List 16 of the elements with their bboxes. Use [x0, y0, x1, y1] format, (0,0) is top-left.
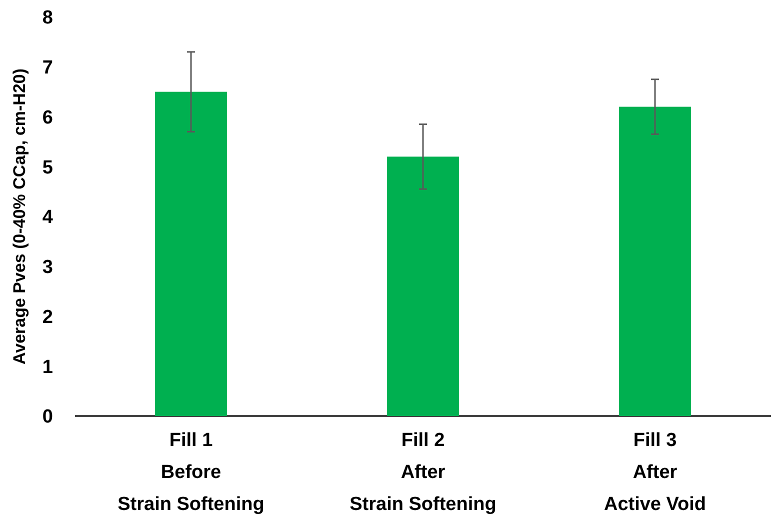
y-tick-label: 2 [42, 306, 53, 328]
bar [619, 106, 691, 416]
y-tick-label: 3 [42, 257, 53, 278]
x-tick-label: Fill 2 After Strain Softening [350, 430, 496, 515]
y-tick-label: 4 [42, 207, 54, 228]
y-tick-label: 1 [42, 356, 54, 378]
y-tick-label: 0 [42, 406, 53, 428]
y-tick-label: 5 [42, 157, 54, 178]
y-tick-label: 8 [42, 8, 53, 29]
x-tick-label: Fill 3 After Active Void [604, 430, 706, 515]
y-axis-title: Average Pves (0-40% CCap, cm-H20) [10, 68, 29, 365]
y-tick-label: 6 [42, 107, 53, 128]
bar [155, 92, 227, 416]
y-tick-label: 7 [42, 58, 53, 79]
bar [387, 156, 459, 416]
x-tick-label: Fill 1 Before Strain Softening [118, 430, 264, 515]
